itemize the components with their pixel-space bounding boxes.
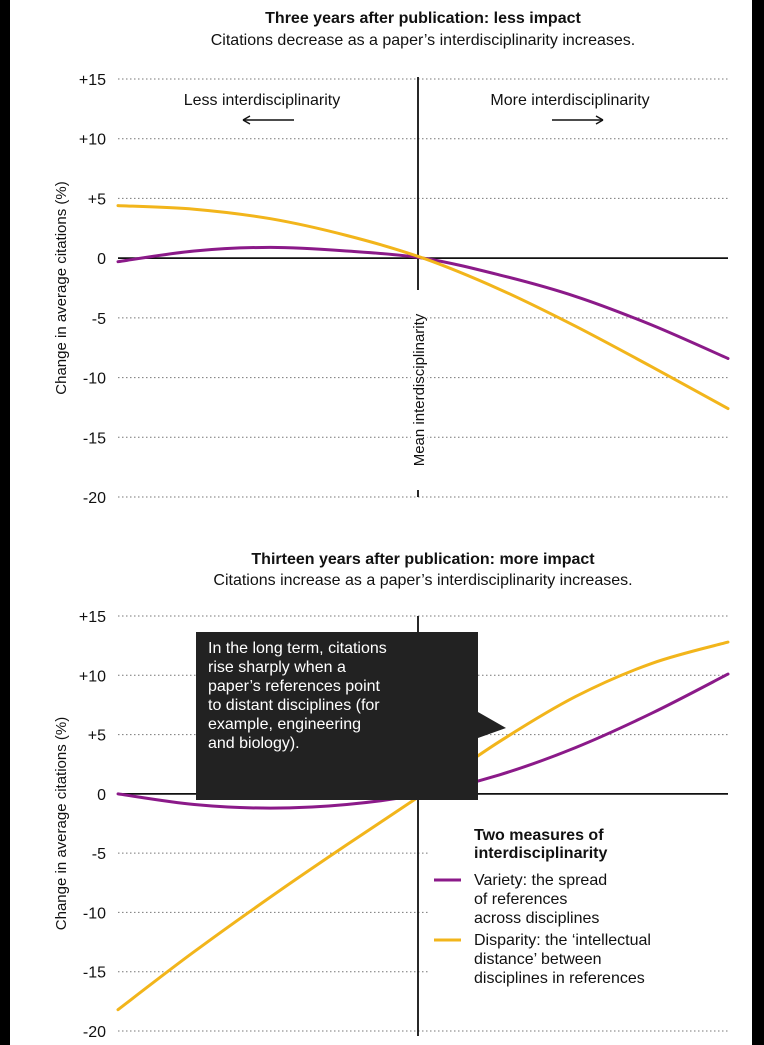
y-tick-label: -20 bbox=[83, 1024, 106, 1041]
legend-label-variety: across disciplines bbox=[474, 910, 599, 927]
callout-text-line: to distant disciplines (for bbox=[208, 697, 380, 714]
y-tick-label: -5 bbox=[92, 846, 106, 863]
y-tick-label: +15 bbox=[79, 72, 106, 89]
y-tick-label: 0 bbox=[97, 787, 106, 804]
y-tick-label: +10 bbox=[79, 668, 106, 685]
callout-text-line: paper’s references point bbox=[208, 678, 381, 695]
legend-label-disparity: distance’ between bbox=[474, 951, 602, 968]
legend-title: interdisciplinarity bbox=[474, 845, 607, 862]
series-line-disparity bbox=[116, 204, 730, 411]
chart-title: Thirteen years after publication: more i… bbox=[251, 551, 595, 568]
y-tick-label: -5 bbox=[92, 311, 106, 328]
y-axis-label: Change in average citations (%) bbox=[53, 181, 70, 394]
legend-title: Two measures of bbox=[474, 827, 604, 844]
legend-label-variety: Variety: the spread bbox=[474, 872, 607, 889]
chart-subtitle: Citations increase as a paper’s interdis… bbox=[213, 572, 632, 589]
y-tick-label: +15 bbox=[79, 609, 106, 626]
y-tick-label: +10 bbox=[79, 132, 106, 149]
less-interdisciplinarity-label: Less interdisciplinarity bbox=[184, 92, 341, 109]
y-tick-label: +5 bbox=[88, 191, 106, 208]
mean-interdisciplinarity-label: Mean interdisciplinarity bbox=[411, 313, 428, 466]
left-arrowhead bbox=[242, 115, 251, 125]
callout-text-line: rise sharply when a bbox=[208, 659, 346, 676]
chart-subtitle: Citations decrease as a paper’s interdis… bbox=[211, 32, 636, 49]
legend-bg bbox=[430, 822, 728, 982]
y-tick-label: -15 bbox=[83, 430, 106, 447]
mean-label-bg bbox=[411, 290, 427, 490]
callout-text-line: and biology). bbox=[208, 735, 300, 752]
y-axis-label: Change in average citations (%) bbox=[53, 717, 70, 930]
y-tick-label: -10 bbox=[83, 371, 106, 388]
more-interdisciplinarity-label: More interdisciplinarity bbox=[490, 92, 649, 109]
chart-three-years: Three years after publication: less impa… bbox=[53, 10, 730, 507]
y-tick-label: -20 bbox=[83, 490, 106, 507]
y-tick-label: 0 bbox=[97, 251, 106, 268]
y-tick-label: -15 bbox=[83, 965, 106, 982]
legend-label-disparity: Disparity: the ‘intellectual bbox=[474, 932, 651, 949]
callout-text-line: In the long term, citations bbox=[208, 640, 387, 657]
legend-label-variety: of references bbox=[474, 891, 567, 908]
right-arrowhead bbox=[595, 115, 604, 125]
y-tick-label: +5 bbox=[88, 728, 106, 745]
y-tick-label: -10 bbox=[83, 905, 106, 922]
chart-title: Three years after publication: less impa… bbox=[265, 10, 581, 27]
callout-box: In the long term, citations rise sharply … bbox=[196, 632, 506, 800]
legend-label-disparity: disciplines in references bbox=[474, 970, 645, 987]
callout-text-line: example, engineering bbox=[208, 716, 361, 733]
chart-thirteen-years: Thirteen years after publication: more i… bbox=[53, 551, 730, 1041]
